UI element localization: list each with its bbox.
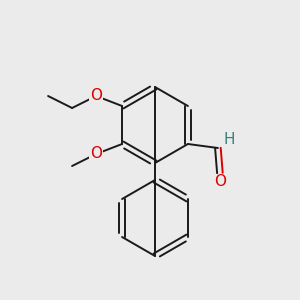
Text: O: O: [214, 175, 226, 190]
Text: O: O: [90, 88, 102, 104]
Text: O: O: [90, 146, 102, 161]
Text: H: H: [223, 133, 235, 148]
